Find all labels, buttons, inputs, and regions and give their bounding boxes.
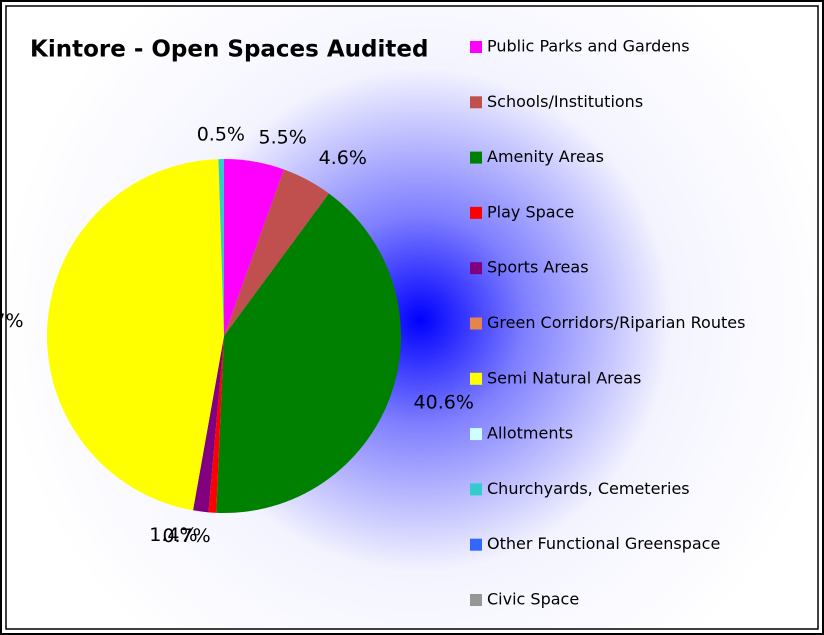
legend-text: Green Corridors/Riparian Routes xyxy=(487,313,745,332)
legend-swatch xyxy=(470,538,482,551)
legend-swatch xyxy=(470,262,482,275)
legend-text: Churchyards, Cemeteries xyxy=(487,479,690,498)
pie-slice xyxy=(216,193,402,514)
pie-slice xyxy=(46,159,224,511)
value-label: 40.6% xyxy=(414,391,474,413)
legend-swatch xyxy=(470,483,482,496)
legend-text: Public Parks and Gardens xyxy=(487,37,690,56)
legend-text: Play Space xyxy=(487,202,574,221)
pie-slice xyxy=(208,336,224,513)
legend-swatch xyxy=(470,594,482,606)
pie-slice xyxy=(224,159,284,336)
value-label: 0.7% xyxy=(162,525,210,547)
chart-title: Kintore - Open Spaces Audited xyxy=(30,37,428,63)
legend-text: Allotments xyxy=(487,424,573,443)
legend-swatch xyxy=(470,96,482,109)
legend-text: Semi Natural Areas xyxy=(487,368,641,387)
pie-slice xyxy=(193,336,224,513)
value-label: 1.4% xyxy=(149,524,197,546)
legend-text: Sports Areas xyxy=(487,258,589,277)
value-label: 5.5% xyxy=(259,126,307,148)
legend-swatch xyxy=(470,372,482,385)
pie-slice xyxy=(224,169,329,336)
value-label: 46.7% xyxy=(0,310,24,332)
legend-swatch xyxy=(470,428,482,441)
value-label: 0.5% xyxy=(197,124,245,146)
pie-slice xyxy=(218,159,224,336)
legend-swatch xyxy=(470,317,482,330)
legend-text: Civic Space xyxy=(487,590,579,609)
legend-text: Amenity Areas xyxy=(487,147,604,166)
legend-swatch xyxy=(470,151,482,164)
legend-swatch xyxy=(470,41,482,53)
legend-text: Other Functional Greenspace xyxy=(487,534,720,553)
legend-swatch xyxy=(470,206,482,219)
legend-text: Schools/Institutions xyxy=(487,92,643,111)
value-label: 4.6% xyxy=(319,147,367,169)
